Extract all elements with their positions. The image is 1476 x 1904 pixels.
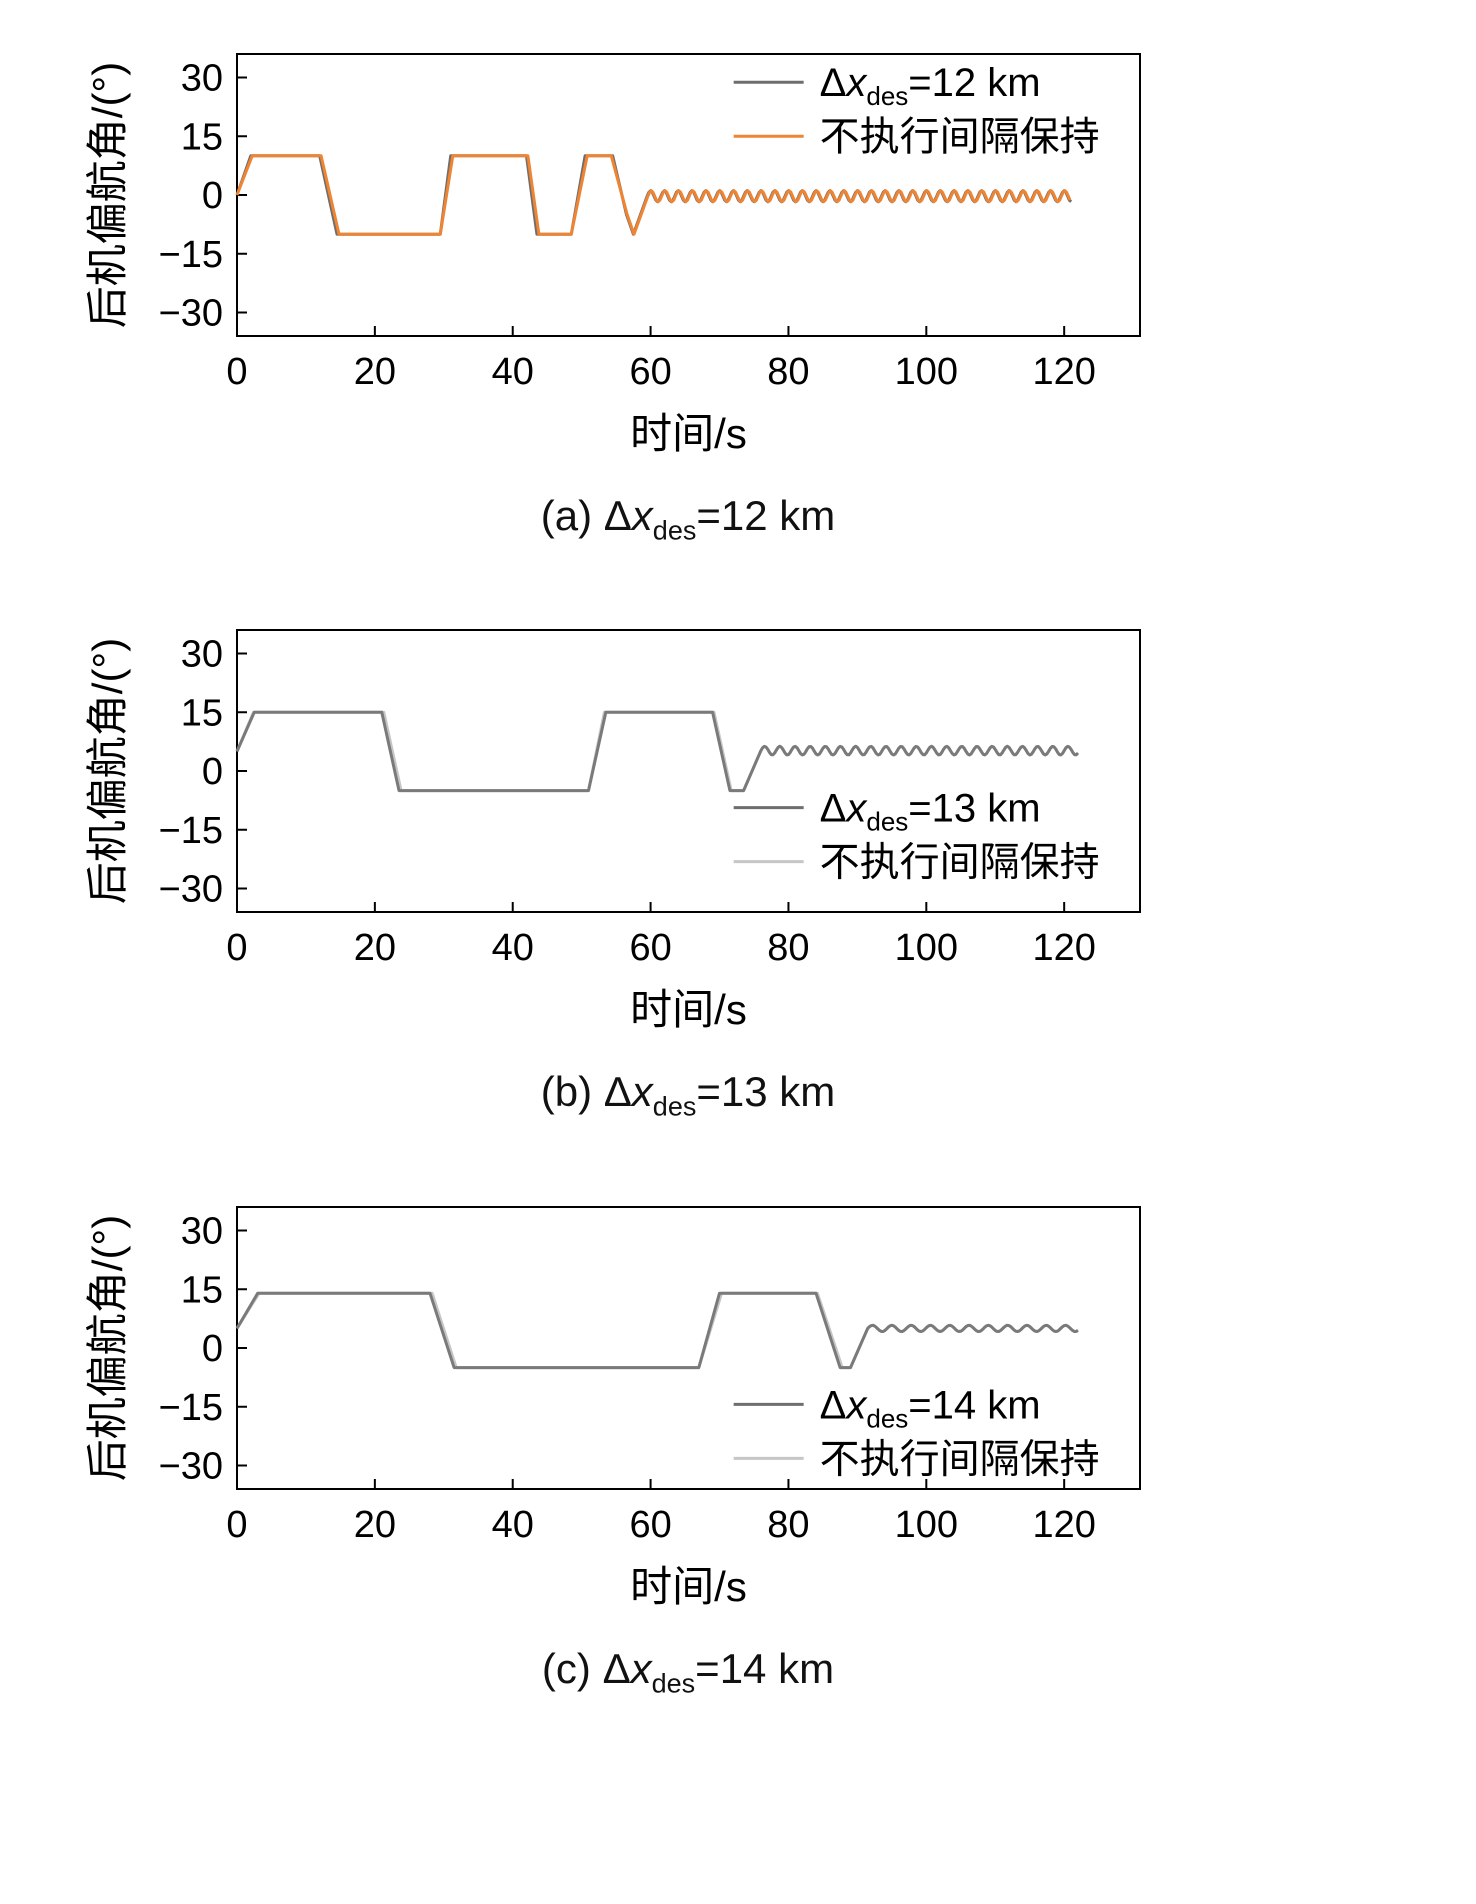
y-tick-label: 0 — [202, 751, 223, 793]
series-line-interval-keeping-14km — [235, 1291, 1079, 1369]
series-line-no-interval-keeping — [235, 1291, 1079, 1369]
panel-c: 0 20 40 60 80 100 120 −30 −15 0 15 30 时间/s 后机偏航角/(°) Δ… — [0, 1159, 1476, 1699]
y-axis-label: 后机偏航角/(°) — [84, 1215, 131, 1481]
x-tick-label: 100 — [895, 927, 958, 969]
chart-c: 0 20 40 60 80 100 120 −30 −15 0 15 30 时间/s 后机偏航角/(°) Δ… — [84, 1205, 1141, 1610]
legend-label: 不执行间隔保持 — [820, 1437, 1100, 1481]
x-tick-label: 20 — [354, 351, 396, 393]
y-tick-label: 0 — [202, 175, 223, 217]
figure: 0 20 40 60 80 100 120 −30 −15 0 15 30 时间/s 后机偏航角/(°) Δ… — [0, 6, 1476, 1699]
x-tick-label: 100 — [895, 351, 958, 393]
x-tick-label: 80 — [767, 927, 809, 969]
x-tick-label: 120 — [1032, 351, 1095, 393]
y-tick-label: 30 — [181, 634, 223, 676]
x-tick-label: 20 — [354, 927, 396, 969]
y-tick-label: −30 — [159, 869, 223, 911]
y-tick-label: −15 — [159, 810, 223, 852]
y-tick-label: 15 — [181, 1269, 223, 1311]
y-tick-label: 15 — [181, 116, 223, 158]
caption-text: (a) Δxdes=12 km — [540, 492, 836, 546]
panel-a: 0 20 40 60 80 100 120 −30 −15 0 15 30 时间/s 后机偏航角/(°) Δ… — [0, 6, 1476, 546]
series-line-interval-keeping-13km — [235, 711, 1080, 793]
legend-label: Δxdes=14 km — [820, 1383, 1041, 1433]
legend-label: Δxdes=13 km — [820, 787, 1041, 837]
chart-a: 0 20 40 60 80 100 120 −30 −15 0 15 30 时间/s 后机偏航角/(°) Δ… — [84, 53, 1141, 457]
x-tick-label: 40 — [492, 351, 534, 393]
y-tick-label: −30 — [159, 1445, 223, 1487]
y-tick-label: −15 — [159, 234, 223, 276]
y-axis-label: 后机偏航角/(°) — [84, 62, 131, 328]
x-tick-label: 120 — [1032, 1504, 1095, 1546]
x-axis-label: 时间/s — [630, 410, 747, 457]
y-tick-label: −15 — [159, 1387, 223, 1429]
legend-label: Δxdes=12 km — [820, 61, 1041, 111]
x-tick-label: 60 — [629, 351, 671, 393]
x-tick-label: 60 — [629, 927, 671, 969]
y-tick-label: 15 — [181, 693, 223, 735]
chart-b: 0 20 40 60 80 100 120 −30 −15 0 15 30 时间/s 后机偏航角/(°) Δ… — [84, 629, 1141, 1033]
caption-text: (c) Δxdes=14 km — [541, 1644, 835, 1699]
panel-b: 0 20 40 60 80 100 120 −30 −15 0 15 30 时间/s 后机偏航角/(°) Δ… — [0, 582, 1476, 1122]
x-tick-label: 20 — [354, 1504, 396, 1546]
series-line-no-interval-keeping — [235, 154, 1072, 236]
x-tick-label: 0 — [226, 351, 247, 393]
x-tick-label: 40 — [492, 1504, 534, 1546]
caption-a: (a) Δxdes=12 km — [0, 492, 1376, 546]
x-tick-label: 120 — [1032, 927, 1095, 969]
x-axis-label: 时间/s — [630, 1563, 747, 1610]
x-tick-label: 40 — [492, 927, 534, 969]
y-axis-label: 后机偏航角/(°) — [84, 638, 131, 904]
x-tick-label: 0 — [226, 1504, 247, 1546]
legend-label: 不执行间隔保持 — [820, 841, 1100, 885]
x-tick-label: 0 — [226, 927, 247, 969]
x-tick-label: 100 — [895, 1504, 958, 1546]
y-tick-label: 30 — [181, 1210, 223, 1252]
caption-text: (b) Δxdes=13 km — [540, 1068, 836, 1122]
y-tick-label: 30 — [181, 58, 223, 100]
y-tick-label: −30 — [159, 293, 223, 335]
x-tick-label: 80 — [767, 1504, 809, 1546]
x-tick-label: 80 — [767, 351, 809, 393]
caption-b: (b) Δxdes=13 km — [0, 1068, 1376, 1122]
caption-c: (c) Δxdes=14 km — [0, 1645, 1376, 1699]
x-axis-label: 时间/s — [630, 986, 747, 1033]
y-tick-label: 0 — [202, 1328, 223, 1370]
x-tick-label: 60 — [629, 1504, 671, 1546]
legend-label: 不执行间隔保持 — [820, 115, 1100, 159]
